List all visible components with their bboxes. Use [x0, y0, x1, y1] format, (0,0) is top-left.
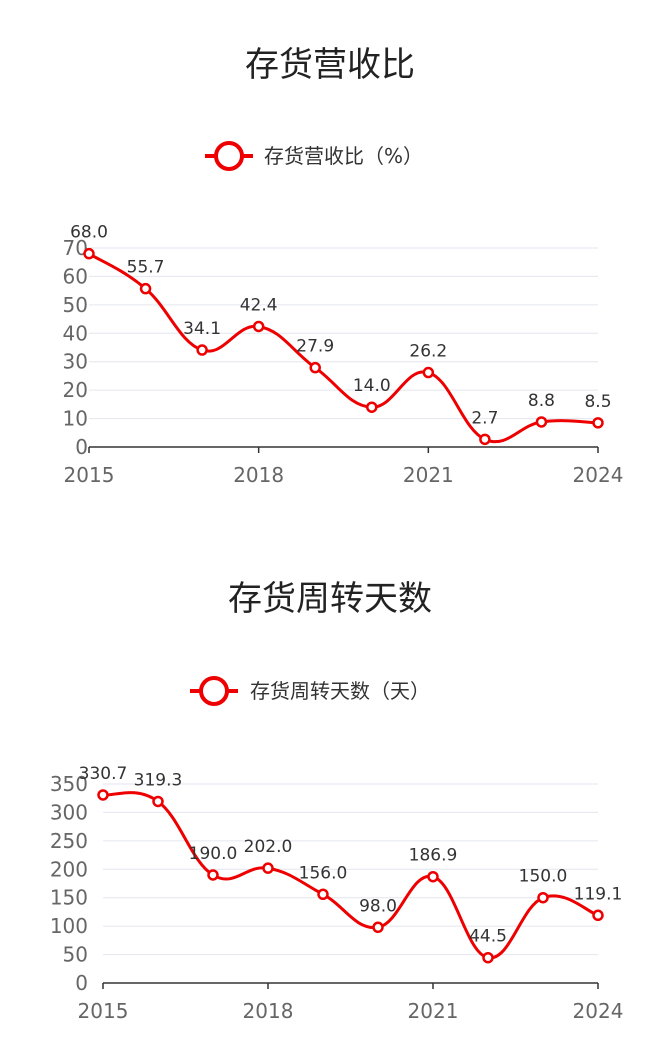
data-point[interactable]: [535, 416, 548, 428]
chart-title: 存货营收比: [245, 45, 415, 85]
data-label: 26.2: [409, 342, 447, 362]
legend[interactable]: 存货周转天数（天）: [190, 676, 430, 706]
chart-title: 存货周转天数: [228, 579, 432, 619]
data-label: 2.7: [471, 408, 498, 428]
data-point[interactable]: [372, 921, 384, 934]
y-tick-label: 300: [50, 800, 88, 824]
data-point[interactable]: [366, 401, 378, 413]
inventory-turnover-days-chart: 存货周转天数 存货周转天数（天） 0 50 100 150 200 250 300 350 20…: [0, 530, 660, 1060]
plot-area: 0 50 100 150 200 250 300 350 2015 2018 2021 2024 330…: [50, 764, 624, 1023]
data-label: 8.5: [584, 392, 611, 412]
legend-label: 存货周转天数（天）: [250, 679, 430, 703]
y-tick-label: 350: [50, 772, 88, 796]
y-tick-label: 150: [50, 886, 88, 910]
data-label: 98.0: [359, 896, 397, 916]
y-tick-label: 0: [75, 971, 88, 995]
data-label: 8.8: [528, 391, 555, 411]
x-tick-label: 2024: [573, 999, 624, 1023]
data-point[interactable]: [83, 247, 95, 260]
data-label: 150.0: [519, 867, 568, 887]
y-tick-label: 30: [63, 350, 88, 374]
y-tick-label: 10: [63, 407, 88, 431]
data-point[interactable]: [482, 951, 494, 964]
data-label: 55.7: [127, 258, 165, 278]
legend-marker-icon: [214, 141, 244, 171]
y-tick-label: 250: [50, 829, 88, 853]
data-point[interactable]: [479, 433, 491, 446]
x-tick-label: 2018: [243, 999, 294, 1023]
series-line: [102, 791, 599, 960]
data-label: 119.1: [574, 884, 623, 904]
data-point[interactable]: [252, 320, 265, 333]
series-line: [88, 252, 599, 444]
x-tick-label: 2021: [403, 463, 454, 487]
data-label: 319.3: [134, 770, 183, 790]
data-point[interactable]: [422, 366, 435, 379]
y-tick-label: 100: [50, 914, 88, 938]
data-point[interactable]: [207, 869, 219, 881]
y-tick-label: 50: [63, 293, 88, 317]
data-label: 42.4: [240, 295, 278, 315]
data-label: 202.0: [244, 837, 293, 857]
data-point[interactable]: [592, 909, 604, 922]
data-label: 156.0: [299, 863, 348, 883]
legend-marker-icon: [199, 676, 229, 706]
y-tick-label: 200: [50, 857, 88, 881]
data-point[interactable]: [262, 862, 274, 874]
data-label: 27.9: [296, 337, 334, 357]
data-point[interactable]: [196, 344, 208, 356]
data-label: 190.0: [189, 844, 238, 864]
x-tick-label: 2015: [64, 463, 115, 487]
y-tick-label: 40: [63, 321, 88, 345]
y-tick-label: 50: [63, 943, 88, 967]
x-tick-label: 2018: [233, 463, 284, 487]
x-tick-label: 2024: [573, 463, 624, 487]
data-point[interactable]: [427, 870, 439, 883]
data-label: 68.0: [70, 223, 108, 243]
data-label: 330.7: [79, 764, 128, 784]
y-tick-label: 0: [75, 435, 88, 459]
legend[interactable]: 存货营收比（%）: [205, 141, 423, 171]
y-tick-label: 20: [63, 378, 88, 402]
x-tick-label: 2021: [408, 999, 459, 1023]
data-point[interactable]: [592, 417, 604, 429]
data-point[interactable]: [309, 361, 321, 374]
legend-label: 存货营收比（%）: [264, 144, 423, 168]
inventory-revenue-ratio-chart: 存货营收比 存货营收比（%） 0 10 20 30 40 50 60 70 2015 2018 20…: [63, 45, 624, 487]
data-point[interactable]: [152, 795, 164, 808]
data-label: 44.5: [469, 927, 507, 947]
x-tick-label: 2015: [78, 999, 129, 1023]
data-label: 34.1: [183, 319, 221, 339]
y-tick-label: 60: [63, 264, 88, 288]
data-label: 186.9: [409, 846, 458, 866]
data-point[interactable]: [139, 282, 152, 295]
data-point[interactable]: [317, 888, 329, 901]
data-point[interactable]: [97, 789, 109, 801]
data-point[interactable]: [537, 891, 549, 904]
data-label: 14.0: [353, 376, 391, 396]
